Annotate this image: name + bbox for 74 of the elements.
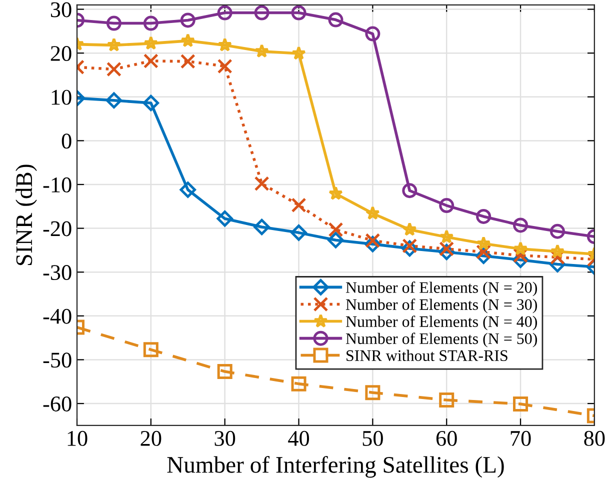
- point: [254, 44, 269, 58]
- point: [180, 12, 196, 28]
- point: [106, 16, 122, 31]
- y-tick-label: 20: [50, 46, 72, 62]
- point: [254, 5, 270, 20]
- y-tick-label: 10: [52, 90, 72, 105]
- legend-label: SINR without STAR-RIS: [346, 350, 508, 362]
- y-tick-label: -50: [43, 352, 72, 368]
- point: [290, 224, 307, 241]
- point: [218, 38, 232, 52]
- y-tick-label: -30: [43, 265, 72, 280]
- point: [550, 224, 565, 239]
- point: [328, 232, 344, 248]
- point: [476, 208, 492, 224]
- x-tick-label: 50: [362, 430, 383, 446]
- x-tick-label: 70: [510, 430, 531, 446]
- point: [143, 16, 158, 31]
- point: [476, 236, 491, 250]
- y-tick-label: 0: [62, 134, 72, 149]
- point: [144, 36, 158, 50]
- y-tick-label: -20: [43, 221, 72, 236]
- point: [106, 92, 122, 109]
- legend-label: Number of Elements (N = 30): [346, 298, 537, 314]
- legend-label: Number of Elements (N = 50): [346, 332, 537, 348]
- point: [254, 218, 270, 236]
- point: [143, 342, 158, 358]
- point: [180, 33, 196, 48]
- point: [328, 12, 344, 28]
- point: [513, 396, 528, 412]
- x-tick-label: 40: [288, 430, 310, 446]
- y-axis-title: SINR (dB): [16, 164, 37, 266]
- legend-label: Number of Elements (N = 20): [346, 282, 537, 296]
- point: [217, 364, 232, 380]
- point: [291, 5, 306, 20]
- point: [142, 94, 160, 112]
- point: [513, 218, 528, 233]
- y-tick-label: -10: [43, 177, 72, 192]
- point: [365, 385, 380, 400]
- point: [439, 241, 454, 256]
- point: [365, 206, 380, 220]
- y-tick-label: 30: [50, 2, 72, 18]
- x-tick-label: 60: [436, 430, 457, 446]
- x-tick-label: 10: [68, 430, 88, 446]
- point: [143, 53, 158, 68]
- point: [180, 54, 196, 69]
- point: [513, 241, 528, 256]
- point: [106, 38, 122, 52]
- point: [291, 376, 306, 392]
- point: [365, 26, 380, 42]
- x-tick-label: 20: [140, 430, 162, 446]
- point: [106, 62, 122, 77]
- x-tick-label: 80: [584, 430, 605, 446]
- y-tick-label: -40: [43, 308, 72, 324]
- point: [216, 210, 233, 227]
- legend-label: Number of Elements (N = 40): [346, 316, 537, 330]
- point: [254, 176, 270, 192]
- point: [292, 46, 306, 60]
- point: [328, 222, 344, 238]
- point: [402, 238, 418, 254]
- point: [217, 5, 232, 20]
- point: [402, 183, 418, 198]
- point: [550, 244, 565, 258]
- point: [439, 198, 454, 214]
- y-tick-label: -60: [43, 396, 72, 412]
- x-tick-label: 30: [214, 430, 236, 446]
- point: [328, 186, 343, 200]
- point: [217, 58, 232, 74]
- point: [180, 182, 196, 198]
- point: [439, 230, 454, 244]
- point: [439, 392, 454, 408]
- point: [291, 198, 306, 213]
- x-axis-title: Number of Interfering Satellites (L): [167, 456, 504, 478]
- point: [402, 222, 417, 236]
- point: [365, 233, 380, 248]
